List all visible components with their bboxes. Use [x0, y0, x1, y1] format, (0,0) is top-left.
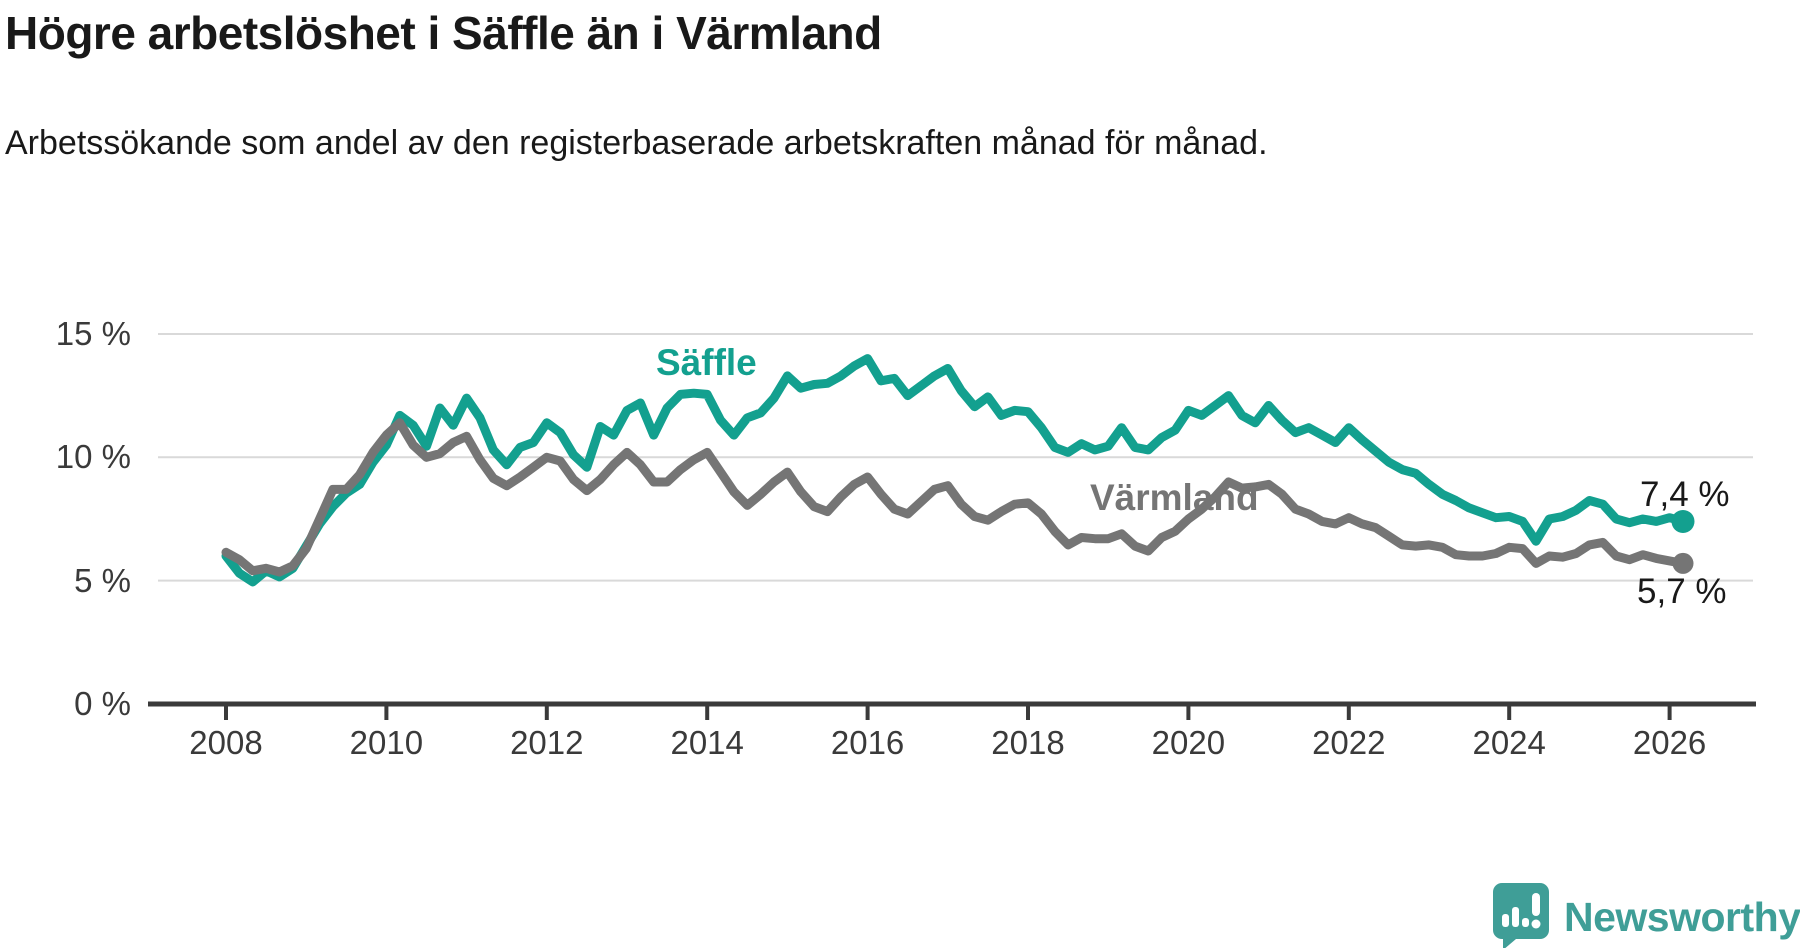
x-tick-label-2010: 2010 [349, 724, 424, 761]
x-tick-label-2016: 2016 [830, 724, 905, 761]
newsworthy-logo-icon [1493, 883, 1549, 948]
line-säffle [221, 354, 1688, 587]
chart-subtitle: Arbetssökande som andel av den registerb… [5, 124, 1268, 162]
x-tick-label-2008: 2008 [189, 724, 263, 761]
end-dot-säffle [1671, 509, 1695, 533]
x-tick-label-2024: 2024 [1472, 724, 1546, 761]
end-value-label-saffle: 7,4 % [1640, 475, 1730, 514]
series-label-varmland: Värmland [1090, 477, 1259, 518]
x-tick-label-2022: 2022 [1312, 724, 1386, 761]
logo-bubble-shape [1493, 883, 1549, 948]
newsworthy-logo: Newsworthy [1490, 882, 1800, 948]
newsworthy-logo-text: Newsworthy [1564, 893, 1800, 940]
line-värmland [221, 418, 1688, 577]
y-tick-label-5: 5 % [74, 561, 131, 599]
x-tick-label-2012: 2012 [510, 724, 584, 761]
y-tick-label-10: 10 % [55, 438, 131, 476]
y-tick-label-15: 15 % [55, 314, 131, 352]
end-value-label-varmland: 5,7 % [1637, 572, 1727, 611]
x-tick-label-2026: 2026 [1632, 724, 1707, 761]
x-tick-label-2020: 2020 [1151, 724, 1226, 761]
end-dot-värmland [1672, 552, 1694, 574]
chart-title: Högre arbetslöshet i Säffle än i Värmlan… [5, 7, 882, 59]
y-tick-label-0: 0 % [74, 685, 131, 722]
series-label-saffle: Säffle [656, 342, 757, 383]
x-tick-label-2018: 2018 [991, 724, 1065, 761]
x-tick-label-2014: 2014 [670, 724, 744, 761]
